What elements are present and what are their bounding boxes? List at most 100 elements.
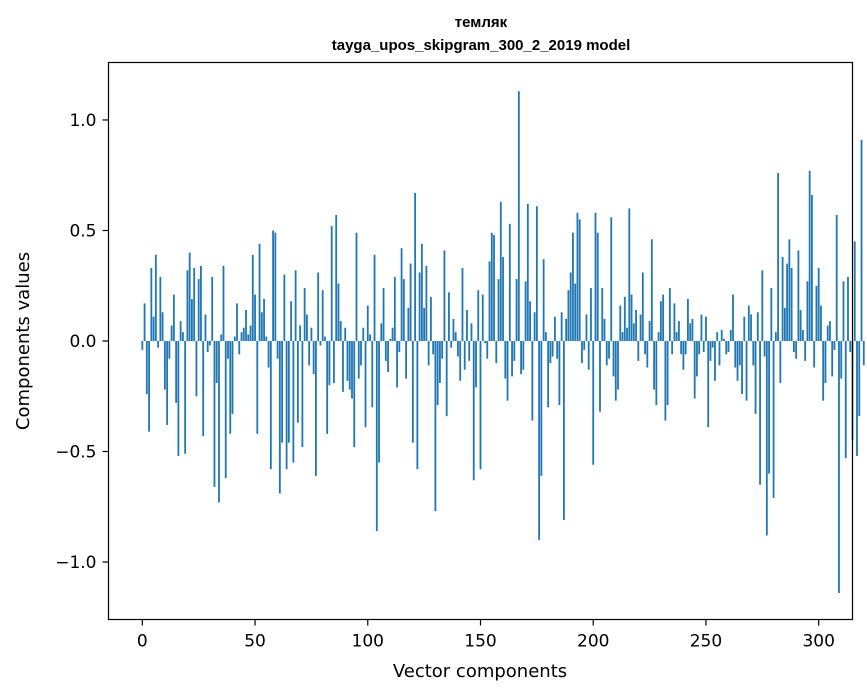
bar [664,341,667,421]
bar [405,341,408,379]
bar [441,341,444,359]
bars-group [141,91,865,593]
bar [792,341,795,353]
bar [324,336,326,341]
bar [472,341,475,481]
bar [287,341,290,443]
bar [488,261,491,341]
bar [360,341,362,366]
bar [506,341,509,401]
bar [628,208,631,341]
bar [369,334,371,341]
bar [572,232,574,341]
bar [452,318,455,341]
bar [143,303,146,341]
bar [154,254,157,341]
bar [429,296,432,341]
bar [186,270,189,341]
bar [240,332,243,341]
bar [596,232,599,341]
bar [357,341,360,379]
x-tick-label: 50 [244,632,266,652]
bar [416,341,419,470]
bar [822,341,825,401]
bar [567,290,570,341]
bar [364,341,367,428]
bar [206,341,209,353]
bar [378,341,380,463]
bar [765,341,768,536]
x-tick-label: 300 [802,632,834,652]
bar [707,341,710,428]
bar [655,341,658,406]
bar [635,310,637,341]
bar [768,341,770,474]
bar [470,323,473,341]
bar [840,341,843,379]
bar [459,341,462,381]
bar [193,268,196,341]
bar [427,341,430,366]
bar [477,290,480,341]
bar [220,334,223,341]
bar [475,341,477,388]
bar [619,305,622,341]
bar [842,281,845,341]
bar [581,341,583,364]
bar [533,312,536,341]
bar [224,341,227,479]
bar [542,259,545,341]
bar [738,341,741,366]
bar [301,341,304,448]
bar [177,341,180,456]
bar [677,321,680,341]
bar [858,341,861,417]
bar [393,276,396,341]
bar [556,341,559,359]
bar [260,312,263,341]
bar [639,314,642,341]
bar [305,314,308,341]
bar [504,341,507,379]
bar [389,338,392,341]
bar [366,305,369,341]
bar [249,325,252,341]
bar [148,341,150,432]
bar [344,327,347,341]
bar [779,341,782,383]
bar [409,263,412,341]
bar [163,341,166,390]
bar [817,268,820,341]
bar [544,332,547,341]
x-tick-label: 150 [464,632,496,652]
bar [844,341,847,459]
bar [553,316,556,341]
bar [303,287,306,341]
bar [745,341,748,401]
bar [849,341,852,353]
bar [736,341,739,381]
bar [747,305,750,341]
bar [490,232,493,341]
bar [321,290,324,341]
bar [179,321,182,341]
bar [646,341,649,368]
bar [608,341,610,359]
bar [750,314,752,341]
bar [705,316,707,341]
x-axis-label: Vector components [393,661,567,682]
bar [583,341,586,350]
bar [380,323,383,341]
bar [391,327,394,341]
bar [743,316,746,341]
bar [184,341,187,454]
bar [294,270,297,341]
bar [197,279,200,341]
bar [799,310,802,341]
bar [860,139,863,341]
bar [481,294,484,341]
bar [538,341,541,540]
bar [497,279,500,341]
bar [238,341,241,355]
